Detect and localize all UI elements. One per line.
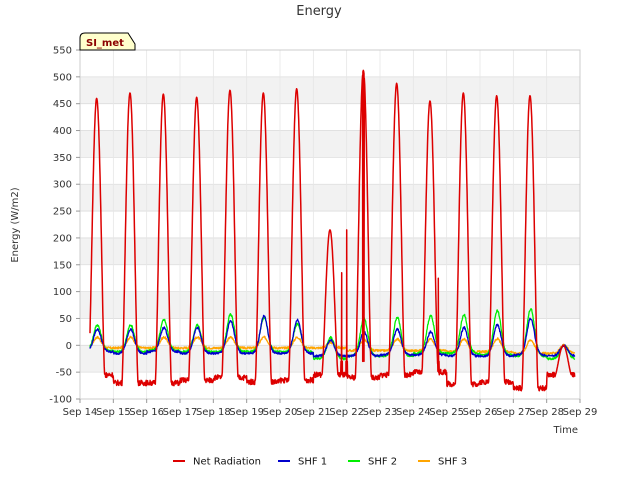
x-tick-label: Sep 19 [229, 407, 264, 418]
plot-band [80, 130, 580, 158]
site-badge-label: SI_met [86, 38, 124, 49]
plot-band [80, 184, 580, 212]
legend-label: SHF 3 [438, 457, 467, 468]
chart-title: Energy [296, 4, 342, 19]
y-tick-label: 100 [53, 287, 72, 298]
plot-band [80, 211, 580, 238]
plot-band [80, 345, 580, 373]
y-tick-label: 500 [53, 72, 72, 83]
x-tick-label: Sep 20 [263, 407, 298, 418]
legend-label: SHF 1 [298, 457, 327, 468]
plot-background [80, 50, 580, 399]
x-tick-label: Sep 17 [163, 407, 198, 418]
y-tick-label: 0 [66, 341, 72, 352]
x-tick-label: Sep 15 [96, 407, 131, 418]
y-tick-label: -100 [49, 395, 72, 406]
y-tick-label: 450 [53, 99, 72, 110]
y-tick-label: 300 [53, 180, 72, 191]
plot-band [80, 291, 580, 319]
y-tick-label: 350 [53, 153, 72, 164]
plot-band [80, 103, 580, 131]
y-axis-ticks: -100 -50 0 50 100 150 200 250 300 350 400 450 500 550 [49, 46, 80, 406]
y-axis-title: Energy (W/m2) [10, 187, 21, 262]
legend-label: SHF 2 [368, 457, 397, 468]
site-badge: SI_met [79, 32, 136, 51]
x-tick-label: Sep 14 [63, 407, 98, 418]
plot-band [80, 264, 580, 292]
x-tick-label: Sep 24 [396, 407, 431, 418]
x-tick-label: Sep 28 [529, 407, 564, 418]
y-tick-label: 250 [53, 207, 72, 218]
y-tick-label: 50 [59, 314, 72, 325]
legend: Net Radiation SHF 1 SHF 2 SHF 3 [173, 457, 467, 468]
x-tick-label: Sep 18 [196, 407, 231, 418]
site-badge-box [79, 32, 136, 51]
legend-label: Net Radiation [193, 457, 261, 468]
series-line-net-radiation [89, 69, 576, 392]
x-axis-title: Time [553, 425, 578, 436]
plot-band [80, 237, 580, 265]
plot-band [80, 157, 580, 185]
x-tick-label: Sep 26 [463, 407, 498, 418]
plot-frame [79, 49, 581, 400]
x-tick-label: Sep 23 [363, 407, 398, 418]
series-lines [89, 69, 576, 392]
y-tick-label: 550 [53, 46, 72, 57]
x-tick-label: Sep 22 [329, 407, 364, 418]
plot-band [80, 76, 580, 104]
y-tick-label: 150 [53, 260, 72, 271]
y-tick-label: 400 [53, 126, 72, 137]
x-tick-label: Sep 29 [563, 407, 598, 418]
x-tick-label: Sep 27 [496, 407, 531, 418]
x-tick-label: Sep 21 [296, 407, 331, 418]
plot-band [80, 50, 580, 77]
x-tick-label: Sep 25 [429, 407, 464, 418]
y-tick-label: -50 [56, 368, 72, 379]
x-tick-label: Sep 16 [129, 407, 164, 418]
y-tick-label: 200 [53, 233, 72, 244]
plot-band [80, 372, 580, 399]
